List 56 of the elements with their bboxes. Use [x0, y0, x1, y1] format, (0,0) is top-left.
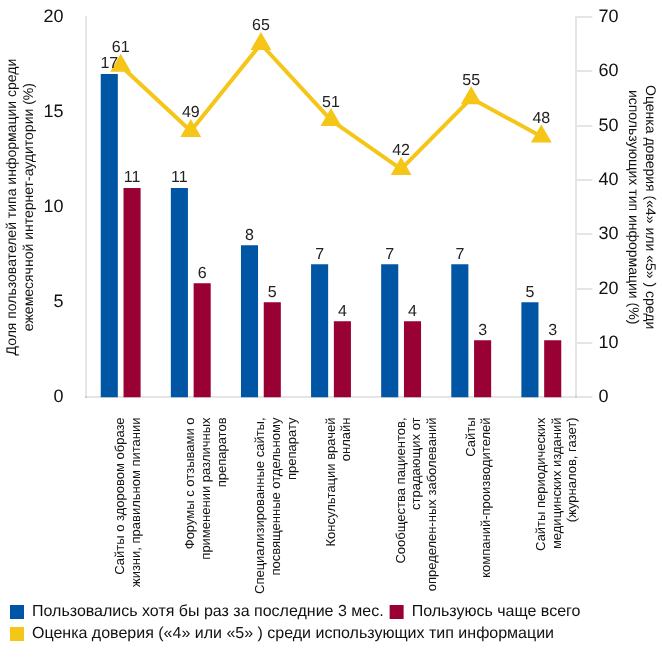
y2-tick-label: 60: [598, 60, 619, 81]
data-label: 5: [525, 282, 536, 301]
y-tick-label: 20: [43, 5, 64, 26]
data-label: 3: [548, 320, 559, 339]
data-label: 6: [197, 263, 208, 282]
point: [181, 120, 200, 137]
data-label: 49: [181, 103, 201, 122]
point: [532, 126, 551, 143]
data-label: 48: [532, 108, 552, 127]
y2-tick-label: 40: [598, 168, 619, 189]
data-label: 55: [462, 70, 482, 89]
data-label: 4: [408, 301, 419, 320]
bar: [193, 283, 211, 398]
legend-label: Оценка доверия («4» или «5» ) среди использующих тип информации: [32, 624, 555, 643]
bar: [544, 340, 562, 398]
bar: [311, 264, 329, 398]
y-tick-label: 0: [53, 386, 64, 407]
bar: [240, 245, 259, 398]
data-label: 61: [111, 38, 131, 57]
data-label: 4: [337, 301, 348, 320]
data-label: 3: [478, 320, 489, 339]
y2-tick-label: 0: [598, 386, 609, 407]
bar: [170, 188, 188, 398]
point: [392, 159, 411, 176]
y2-tick-label: 10: [598, 332, 619, 353]
y2-tick-label: 20: [598, 277, 619, 298]
data-label: 42: [392, 141, 412, 160]
bar: [381, 264, 399, 398]
data-label: 5: [267, 282, 278, 301]
y-tick-label: 5: [53, 291, 64, 312]
y-tick-label: 10: [43, 196, 64, 217]
y-tick-label: 15: [43, 100, 64, 121]
y2-tick-label: 70: [598, 5, 619, 26]
bar: [521, 302, 539, 398]
legend-label: Пользуюсь чаще всего: [411, 602, 582, 621]
bar: [451, 264, 469, 398]
data-label: 7: [455, 244, 466, 263]
data-label: 8: [245, 225, 256, 244]
point: [251, 33, 270, 50]
legend-label: Пользовались хотя бы раз за последние 3 мес.: [32, 602, 384, 621]
point: [462, 88, 481, 105]
data-label: 7: [385, 244, 396, 263]
bar: [263, 302, 281, 398]
data-label: 65: [251, 16, 271, 35]
y2-tick-label: 30: [598, 223, 619, 244]
bar: [100, 73, 118, 398]
data-label: 11: [171, 168, 189, 187]
y2-tick-label: 50: [598, 114, 619, 135]
point: [322, 110, 340, 127]
bar: [403, 321, 422, 398]
bar: [123, 188, 141, 398]
data-label: 7: [315, 244, 326, 263]
bar: [474, 340, 492, 398]
bar: [333, 321, 351, 398]
data-label: 11: [123, 168, 142, 187]
data-label: 51: [322, 92, 341, 111]
